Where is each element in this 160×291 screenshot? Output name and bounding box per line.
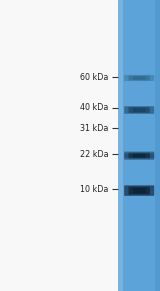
Text: 31 kDa: 31 kDa [80, 124, 109, 132]
Bar [118, 0, 123, 291]
Text: 40 kDa: 40 kDa [80, 103, 109, 112]
FancyBboxPatch shape [128, 154, 150, 158]
Text: 60 kDa: 60 kDa [80, 73, 109, 81]
Text: 22 kDa: 22 kDa [80, 150, 109, 159]
FancyBboxPatch shape [124, 153, 154, 158]
FancyBboxPatch shape [133, 154, 145, 158]
FancyBboxPatch shape [133, 188, 145, 193]
FancyBboxPatch shape [124, 106, 154, 114]
FancyBboxPatch shape [124, 152, 154, 160]
FancyBboxPatch shape [133, 108, 145, 112]
FancyBboxPatch shape [128, 107, 150, 113]
Bar [155, 0, 160, 291]
FancyBboxPatch shape [128, 152, 150, 159]
FancyBboxPatch shape [128, 76, 150, 80]
Text: 10 kDa: 10 kDa [80, 185, 109, 194]
FancyBboxPatch shape [133, 76, 145, 80]
FancyBboxPatch shape [128, 187, 150, 195]
Bar [118, 0, 160, 291]
FancyBboxPatch shape [124, 185, 154, 196]
FancyBboxPatch shape [124, 75, 154, 81]
FancyBboxPatch shape [133, 154, 145, 157]
